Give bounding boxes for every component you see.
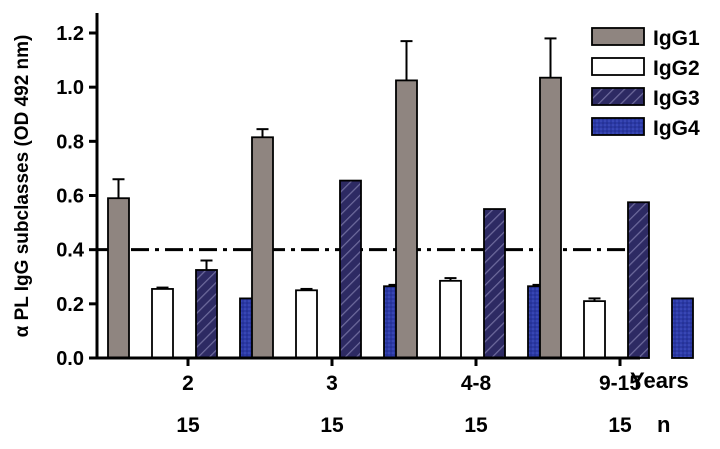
y-tick-label: 0.0: [56, 348, 84, 370]
y-tick-label: 1.2: [56, 23, 84, 45]
bar-igg3-2: [483, 208, 506, 359]
y-tick-label: 0.4: [56, 240, 85, 262]
x-axis: 2 15 3 15 4‑8 15 9‑15 15: [95, 356, 641, 437]
x-category-label: 3: [326, 372, 338, 395]
legend-label-igg4: IgG4: [653, 117, 700, 140]
bar-igg4-3: [671, 297, 694, 359]
legend-swatch-igg2: [591, 57, 645, 76]
bar-igg2-2: [439, 279, 462, 359]
bar-igg2-1: [295, 289, 318, 359]
bar-igg2-3: [583, 300, 606, 359]
n-value-label: 15: [464, 414, 488, 437]
n-value-label: 15: [320, 414, 344, 437]
bar-igg1-3: [539, 76, 562, 359]
legend-label-igg1: IgG1: [653, 27, 700, 50]
legend-label-igg2: IgG2: [653, 57, 700, 80]
x-category-label: 2: [182, 372, 194, 395]
y-axis-label: α PL IgG subclasses (OD 492 nm): [12, 35, 33, 338]
bar-igg3-0: [195, 269, 218, 359]
bar-igg3-1: [339, 179, 362, 359]
legend: IgG1 IgG2 IgG3 IgG4: [591, 27, 700, 140]
legend-label-igg3: IgG3: [653, 87, 700, 110]
legend-swatch-igg3: [591, 87, 645, 106]
x-axis-label: Years: [630, 368, 689, 393]
n-value-label: 15: [176, 414, 200, 437]
bar-igg3-3: [627, 201, 650, 359]
bar-igg1-0: [107, 197, 130, 359]
legend-swatch-igg1: [591, 27, 645, 46]
legend-swatch-igg4: [591, 117, 645, 136]
bar-igg1-1: [251, 136, 274, 359]
bars: [107, 37, 694, 359]
y-tick-label: 0.2: [56, 294, 84, 316]
bar-igg1-2: [395, 79, 418, 359]
y-axis: 0.0 0.2 0.4 0.6 0.8 1.0 1.2: [56, 13, 99, 370]
y-tick-label: 1.0: [56, 77, 84, 99]
x-category-label: 4‑8: [461, 372, 492, 395]
x-category-label: 9‑15: [599, 372, 641, 395]
y-tick-label: 0.8: [56, 131, 84, 153]
bar-igg2-0: [151, 288, 174, 359]
n-value-label: 15: [608, 414, 632, 437]
n-label: n: [657, 412, 670, 437]
y-tick-label: 0.6: [56, 186, 84, 208]
